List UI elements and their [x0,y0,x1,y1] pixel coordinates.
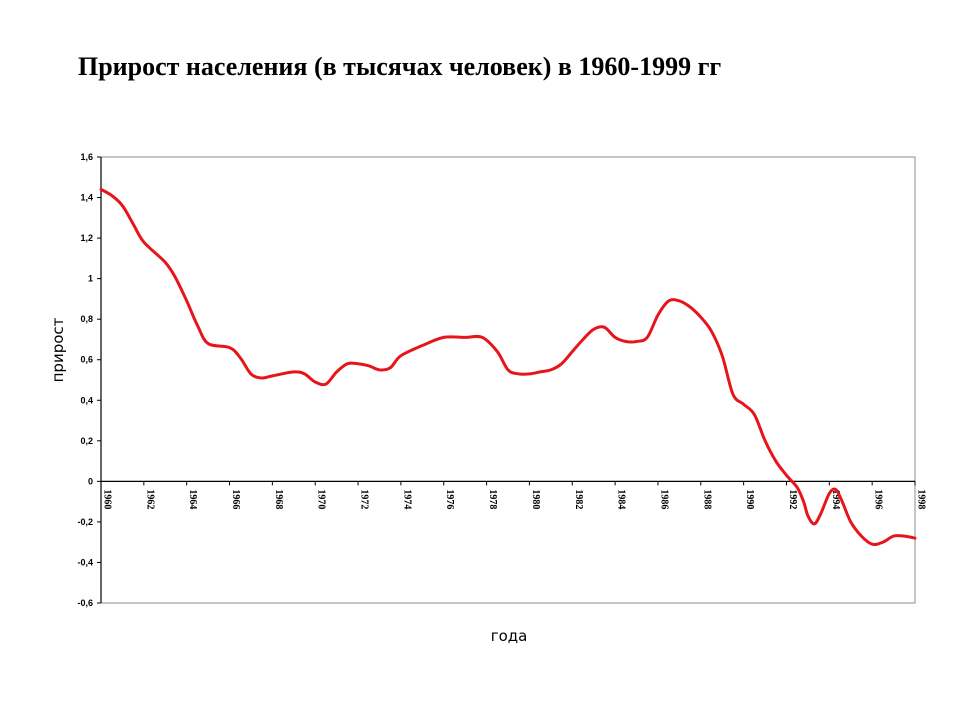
x-axis-ticks: 1960 1962 1964 1966 1968 1970 1972 1974 1976 1978… [100,481,927,509]
series-line [99,187,917,546]
x-tick-label: 1960 [102,489,113,509]
x-tick-label: 1962 [144,489,155,509]
y-axis-ticks: -0,6 -0,4 -0,2 0 0,2 0,4 0,6 0,8 1 1,2 1,4 1,6 [77,152,101,608]
y-tick-label: 1,6 [80,152,93,162]
y-tick-label: 0,8 [80,314,93,324]
x-tick-label: 1984 [616,489,627,509]
y-axis-label: прирост [49,317,67,382]
chart-axes [100,156,916,604]
y-tick-label: 0,6 [80,355,93,365]
y-tick-label: 0,4 [80,395,93,405]
x-tick-label: 1968 [273,489,284,509]
x-tick-label: 1994 [830,489,841,509]
page-title: Прирост населения (в тысячах человек) в … [78,52,722,81]
x-tick-label: 1972 [359,489,370,509]
chart-series [99,187,917,546]
x-tick-label: 1986 [658,489,669,509]
y-tick-label: -0,6 [77,598,93,608]
y-tick-label: 1,4 [80,193,93,203]
x-tick-label: 1976 [444,489,455,509]
x-tick-label: 1980 [530,489,541,509]
y-tick-label: -0,4 [77,557,93,567]
x-tick-label: 1996 [873,489,884,509]
x-tick-label: 1978 [487,489,498,509]
y-tick-label: 0,2 [80,436,93,446]
x-tick-label: 1974 [401,489,412,509]
y-tick-label: 0 [88,476,93,486]
x-tick-label: 1988 [701,489,712,509]
x-tick-label: 1992 [787,489,798,509]
x-tick-label: 1982 [573,489,584,509]
x-tick-label: 1990 [744,489,755,509]
x-tick-label: 1998 [916,489,927,509]
y-tick-label: -0,2 [77,517,93,527]
x-tick-label: 1964 [187,489,198,509]
y-tick-label: 1 [88,274,93,284]
x-tick-label: 1966 [230,489,241,509]
x-axis-label: года [491,627,528,645]
plot-frame [100,156,916,604]
y-tick-label: 1,2 [80,233,93,243]
x-tick-label: 1970 [316,489,327,509]
